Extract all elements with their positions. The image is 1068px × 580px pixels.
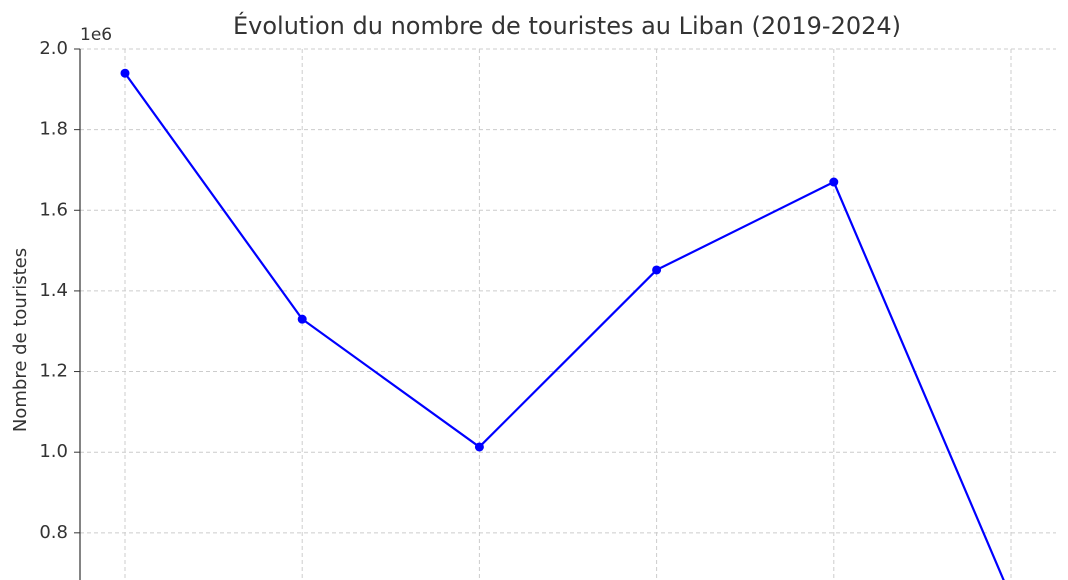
y-axis-label: Nombre de touristes: [10, 248, 31, 432]
point: [652, 265, 662, 275]
y-tick-label: 0.8: [39, 522, 68, 543]
point: [474, 442, 484, 452]
y-tick-label: 1.2: [39, 361, 68, 382]
y-offset-label: 1e6: [80, 25, 112, 45]
y-tick-label: 1.6: [39, 199, 68, 220]
line: [124, 72, 1005, 580]
y-tick-label: 1.0: [39, 441, 68, 462]
plot-area: [120, 68, 1005, 580]
point: [297, 314, 307, 324]
y-tick-label: 1.4: [39, 280, 68, 301]
y-tick-label: 1.8: [39, 119, 68, 140]
grid: 0.8 1.0 1.2 1.4 1.6 1.8 2.0: [39, 38, 1056, 580]
chart-title: Évolution du nombre de touristes au Liba…: [233, 11, 901, 40]
point: [829, 177, 839, 187]
point: [120, 68, 130, 78]
y-tick-label: 2.0: [39, 38, 68, 59]
